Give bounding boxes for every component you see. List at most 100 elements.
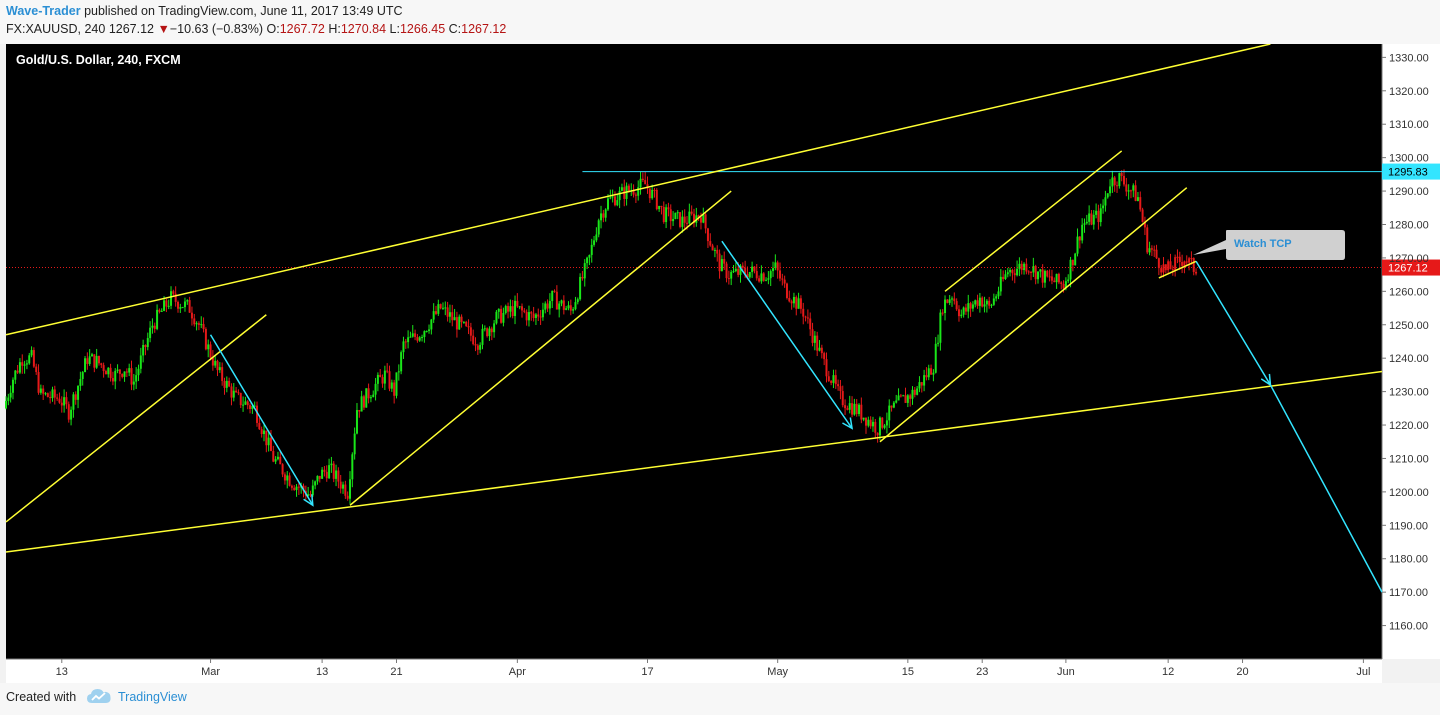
candle-body [653,189,656,191]
price-chart[interactable]: 1295.83 1267.12 1160.00 1170.00 1180.00 1190… [0,44,1440,683]
candle-body [583,263,586,279]
price-axis[interactable] [1382,44,1440,659]
trend-arrow[interactable] [721,240,853,429]
trend-line[interactable] [5,314,267,523]
candle-body [909,395,912,399]
candle-body [1060,282,1063,284]
y-tick-label: 1160.00 [1389,621,1428,633]
candle-body [414,333,417,337]
trend-arrow[interactable] [209,334,314,506]
candle-body [713,249,716,251]
candle-body [834,375,837,385]
trend-line[interactable] [349,190,732,506]
candle-body [702,214,705,223]
candle-body [853,403,856,415]
candle-body [279,456,282,465]
candle-body [207,344,210,350]
candle-body [937,342,940,344]
candle-body [774,262,777,269]
candle-body [448,312,451,317]
candle-body [309,494,312,496]
tradingview-brand[interactable]: TradingView [118,690,187,704]
y-tick-label: 1190.00 [1389,520,1428,532]
candle-body [602,213,605,218]
candle-body [332,463,335,479]
x-tick-label: 23 [976,666,988,678]
x-tick-label: Jul [1356,666,1370,678]
trend-line[interactable] [944,150,1123,292]
candle-body [102,365,105,372]
candle-body [1041,269,1044,283]
candle-body [804,316,807,318]
candle-body [125,371,128,373]
candle-body [95,356,98,368]
candle-body [551,290,554,302]
candle-body [1088,213,1091,222]
candle-body [781,278,784,280]
candle-body [1155,249,1158,259]
candle-body [848,403,851,410]
candle-body [400,352,403,372]
candle-body [195,323,198,325]
candle-body [1004,274,1007,280]
trend-line[interactable] [5,370,1383,553]
candle-body [130,368,133,385]
candle-body [486,328,489,337]
candle-body [416,336,419,341]
time-axis[interactable] [6,659,1382,683]
candle-body [246,401,249,406]
candle-body [351,454,354,480]
candle-body [281,464,284,475]
candle-body [260,429,263,435]
candle-body [813,335,816,343]
candle-body [569,305,572,311]
candle-body [832,375,835,383]
candle-body [251,405,254,410]
trend-line[interactable] [5,44,1271,336]
close-value: 1267.12 [461,22,507,36]
trend-line[interactable] [1158,260,1197,279]
candle-body [521,306,523,311]
candle-body [932,372,935,375]
candle-body [230,386,233,398]
candle-body [160,310,163,312]
candle-body [56,397,59,399]
candle-body [537,314,540,317]
candle-body [172,291,175,294]
candle-body [751,266,754,272]
y-tick-label: 1260.00 [1389,286,1429,298]
watch-tcp-callout[interactable]: Watch TCP [1193,230,1345,260]
candle-body [930,368,933,375]
trend-line[interactable] [879,187,1188,443]
projection-line[interactable] [1269,384,1383,593]
candle-body [418,337,421,341]
plot-area[interactable] [6,44,1382,659]
candle-body [895,400,898,403]
axis-ticks: 1160.00 1170.00 1180.00 1190.00 1200.00 1210.… [56,52,1429,678]
candle-body [1176,256,1179,258]
candle-body [607,198,609,210]
tradingview-cloud-icon[interactable] [86,687,112,705]
candle-body [816,335,819,351]
candle-body [1183,261,1186,266]
candle-body [153,325,156,329]
candle-body [646,184,649,189]
candle-body [1097,210,1100,223]
author-link[interactable]: Wave-Trader [6,4,81,18]
candle-body [820,347,823,354]
candle-body [565,308,568,310]
candle-body [16,370,19,373]
candle-body [1083,223,1086,225]
y-tick-label: 1320.00 [1389,86,1429,98]
candle-body [890,405,893,408]
resistance-price-tag [1382,163,1440,180]
candle-body [28,355,31,364]
candle-body [197,323,200,325]
high-value: 1270.84 [340,22,387,36]
candle-body [258,422,261,430]
candle-body [737,268,740,275]
candle-body [732,271,735,273]
candle-body [335,470,338,479]
trend-arrow[interactable] [1195,260,1272,386]
candle-body [474,344,477,346]
